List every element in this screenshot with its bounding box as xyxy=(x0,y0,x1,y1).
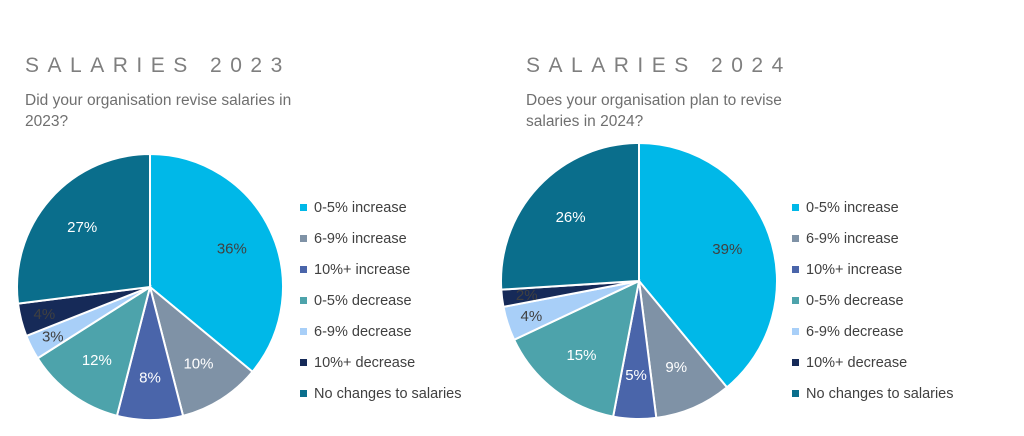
legend-label: 0-5% increase xyxy=(314,199,407,216)
legend-item: 10%+ decrease xyxy=(792,347,954,378)
data-label-4: 15% xyxy=(566,347,596,364)
legend-item: 0-5% decrease xyxy=(300,285,462,316)
data-label-6: 4% xyxy=(34,306,56,323)
legend-item: 6-9% decrease xyxy=(300,316,462,347)
chart-subtitle: Did your organisation revise salaries in… xyxy=(25,92,292,130)
legend-swatch xyxy=(792,204,799,211)
data-label-4: 12% xyxy=(82,352,112,369)
legend-item: 6-9% increase xyxy=(792,223,954,254)
legend-label: No changes to salaries xyxy=(806,385,954,402)
pie-slice-1 xyxy=(638,141,778,389)
legend-2024: 0-5% increase 6-9% increase 10%+ increase 0… xyxy=(792,192,954,409)
legend-item: 10%+ increase xyxy=(792,254,954,285)
legend-item: No changes to salaries xyxy=(792,378,954,409)
legend-label: No changes to salaries xyxy=(314,385,462,402)
legend-label: 0-5% decrease xyxy=(314,292,412,309)
legend-item: 0-5% decrease xyxy=(792,285,954,316)
data-label-2: 9% xyxy=(665,359,687,376)
legend-label: 0-5% increase xyxy=(806,199,899,216)
data-label-6: 2% xyxy=(516,287,538,304)
legend-swatch xyxy=(300,235,307,242)
data-label-2: 10% xyxy=(183,355,213,372)
legend-item: 6-9% decrease xyxy=(792,316,954,347)
legend-label: 6-9% increase xyxy=(314,230,407,247)
data-label-3: 5% xyxy=(625,367,647,384)
legend-swatch xyxy=(792,328,799,335)
salaries-2023-panel: SALARIES 2023 Did your organisation revi… xyxy=(16,54,462,421)
legend-item: 10%+ decrease xyxy=(300,347,462,378)
legend-swatch xyxy=(792,359,799,366)
legend-swatch xyxy=(792,390,799,397)
legend-label: 10%+ increase xyxy=(314,261,411,278)
legend-label: 6-9% decrease xyxy=(806,323,904,340)
pie-slice-4 xyxy=(36,284,152,418)
salaries-2024-panel: SALARIES 2024 Does your organisation pla… xyxy=(500,0,1024,436)
legend-label: 0-5% decrease xyxy=(806,292,904,309)
legend-item: No changes to salaries xyxy=(300,378,462,409)
data-label-5: 3% xyxy=(42,329,64,346)
legend-item: 0-5% increase xyxy=(792,192,954,223)
data-label-1: 36% xyxy=(217,240,247,257)
legend-item: 10%+ increase xyxy=(300,254,462,285)
pie-slice-7 xyxy=(16,152,151,305)
legend-label: 6-9% decrease xyxy=(314,323,412,340)
chart-title: SALARIES 2024 xyxy=(526,54,792,77)
legend-swatch xyxy=(792,297,799,304)
legend-swatch xyxy=(792,266,799,273)
data-label-1: 39% xyxy=(712,241,742,258)
chart-title: SALARIES 2023 xyxy=(25,54,291,77)
legend-swatch xyxy=(300,390,307,397)
legend-label: 6-9% increase xyxy=(806,230,899,247)
legend-label: 10%+ decrease xyxy=(806,354,908,371)
legend-2023: 0-5% increase 6-9% increase 10%+ increase 0… xyxy=(300,192,462,409)
legend-swatch xyxy=(300,328,307,335)
pie-slice-7 xyxy=(500,141,640,291)
pie-slice-1 xyxy=(149,152,284,374)
data-label-7: 26% xyxy=(556,209,586,226)
legend-label: 10%+ decrease xyxy=(314,354,416,371)
pie-slice-4 xyxy=(512,279,641,418)
pie-chart-2023: 36% 10% 8% 12% 3% 4% 27% xyxy=(16,152,284,421)
legend-label: 10%+ increase xyxy=(806,261,903,278)
legend-swatch xyxy=(792,235,799,242)
legend-swatch xyxy=(300,297,307,304)
pie-chart-2024: 39% 9% 5% 15% 4% 2% 26% xyxy=(500,141,778,420)
data-label-5: 4% xyxy=(521,308,543,325)
legend-swatch xyxy=(300,204,307,211)
legend-swatch xyxy=(300,266,307,273)
legend-item: 6-9% increase xyxy=(300,223,462,254)
chart-subtitle: Does your organisation plan to revise sa… xyxy=(526,92,782,130)
data-label-7: 27% xyxy=(67,219,97,236)
legend-swatch xyxy=(300,359,307,366)
legend-item: 0-5% increase xyxy=(300,192,462,223)
data-label-3: 8% xyxy=(139,369,161,386)
